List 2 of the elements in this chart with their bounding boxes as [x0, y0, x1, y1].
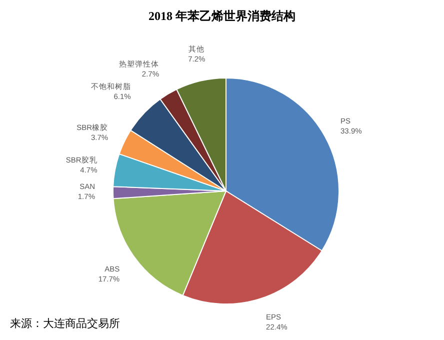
chart-title: 2018 年苯乙烯世界消费结构: [148, 9, 296, 23]
source-note: 来源：大连商品交易所: [10, 317, 120, 330]
